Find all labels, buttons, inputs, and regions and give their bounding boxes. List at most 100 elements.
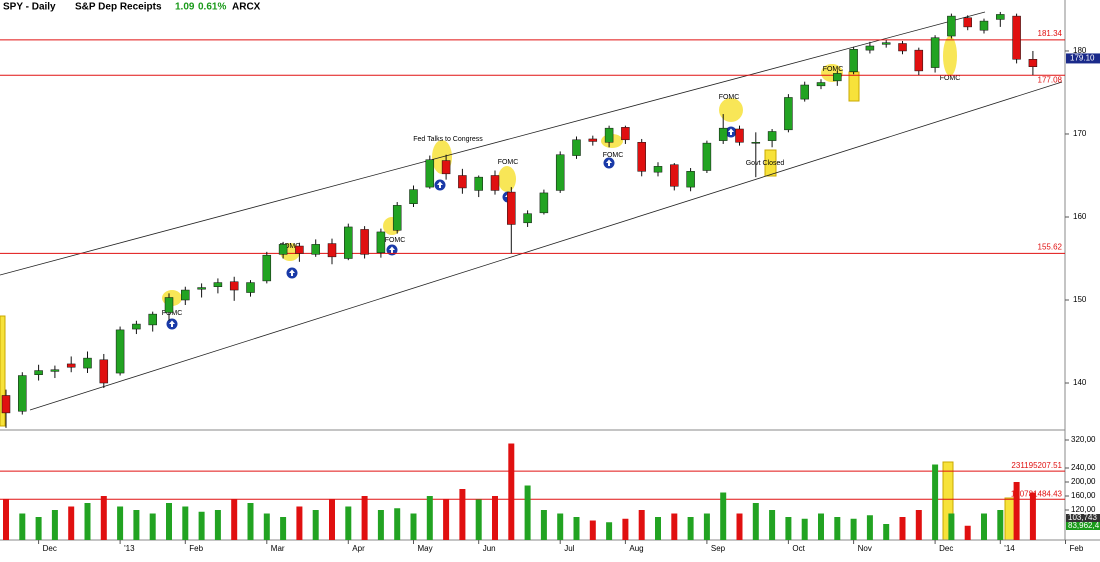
candle-body xyxy=(115,329,125,374)
volume-bar xyxy=(606,522,613,540)
volume-bar xyxy=(703,513,710,540)
candle-body xyxy=(947,15,956,37)
volume-bar xyxy=(198,511,205,540)
volume-bar xyxy=(785,517,792,540)
candle-body xyxy=(914,49,924,72)
annotation: FOMC xyxy=(498,159,519,166)
candle-body xyxy=(898,43,907,52)
signal-arrow-glyph xyxy=(389,246,395,253)
volume-bar xyxy=(720,492,727,540)
volume-bar xyxy=(68,506,75,540)
volume-marker: 83,962,4 xyxy=(1068,521,1100,530)
x-tick-label: Feb xyxy=(1070,544,1084,553)
volume-bar xyxy=(231,499,238,540)
volume-bar xyxy=(35,517,42,540)
signal-arrow-glyph xyxy=(437,181,443,188)
candle-body xyxy=(376,231,386,253)
volume-bar xyxy=(296,506,303,540)
candle-body xyxy=(996,14,1005,20)
signal-arrow-glyph xyxy=(169,320,175,327)
volume-bar xyxy=(932,464,939,540)
candle-body xyxy=(881,42,891,45)
x-tick-label: Jun xyxy=(483,544,496,553)
candle-body xyxy=(83,357,92,369)
volume-level-label: 150781484.43 xyxy=(1011,489,1063,498)
x-tick-label: '14 xyxy=(1004,544,1015,553)
volume-bar xyxy=(3,499,9,540)
x-tick-label: Dec xyxy=(939,544,953,553)
volume-bar xyxy=(443,499,450,540)
volume-bar xyxy=(1013,482,1020,540)
last-price-box xyxy=(1066,53,1100,64)
candle-body xyxy=(865,45,875,51)
highlight xyxy=(848,71,860,102)
candle-body xyxy=(718,127,728,141)
candle-body xyxy=(66,363,76,368)
volume-bar xyxy=(492,496,498,540)
annotation: FOMC xyxy=(823,66,844,73)
volume-bar xyxy=(1029,492,1036,540)
candle-body xyxy=(327,243,337,258)
candle-body xyxy=(653,166,663,173)
candle-body xyxy=(816,82,826,87)
annotation: FOMC xyxy=(385,237,406,244)
x-tick-label: Apr xyxy=(352,544,365,553)
x-tick-label: '13 xyxy=(124,544,135,553)
candle-body xyxy=(686,171,695,188)
candle-body xyxy=(278,244,288,255)
candle-body xyxy=(295,245,304,254)
volume-bar xyxy=(573,517,580,540)
last-price-label: 179.10 xyxy=(1070,54,1095,63)
volume-marker-box xyxy=(1066,514,1100,522)
candle-body xyxy=(392,205,402,231)
volume-bar xyxy=(981,513,987,540)
volume-bar xyxy=(638,510,645,540)
highlight xyxy=(719,98,743,122)
annotation: FOMC xyxy=(940,75,961,82)
candle-body xyxy=(490,175,500,191)
change: 1.09 xyxy=(175,2,195,13)
volume-bar xyxy=(769,510,776,540)
signals xyxy=(166,126,737,330)
volume-bar xyxy=(866,515,873,540)
x-tick-label: Mar xyxy=(271,544,285,553)
candle-body xyxy=(99,359,109,384)
volume-tick-label: 200,00 xyxy=(1071,477,1096,486)
volume-bar xyxy=(312,510,319,540)
signal-arrow-glyph xyxy=(606,159,612,166)
x-tick-label: Sep xyxy=(711,544,726,553)
volume-bar xyxy=(394,508,401,540)
candle-body xyxy=(930,37,940,68)
annotation: Govt Closed xyxy=(746,160,785,167)
candle-body xyxy=(539,192,549,214)
candle-body xyxy=(441,160,451,175)
change-pct: 0.61% xyxy=(198,2,226,13)
volume-tick-label: 320,00 xyxy=(1071,435,1096,444)
volume-bar xyxy=(736,513,743,540)
volume-level-label: 231195207.51 xyxy=(1011,461,1062,470)
volume-bar xyxy=(997,510,1004,540)
candle-body xyxy=(474,176,483,191)
candle-body xyxy=(507,191,516,225)
annotation: Fed Talks to Congress xyxy=(413,136,483,143)
candle-body xyxy=(1012,15,1021,60)
volume-bar xyxy=(361,496,368,540)
candle-body xyxy=(784,97,793,131)
volume-bar xyxy=(100,496,107,540)
trendlines xyxy=(0,11,1063,411)
volume-bar xyxy=(752,503,759,540)
candle-body xyxy=(148,313,157,326)
candle-body xyxy=(132,323,141,330)
candle-body xyxy=(588,138,598,142)
x-tick-label: Oct xyxy=(792,544,805,553)
volume-bar xyxy=(182,506,189,540)
candle-body xyxy=(702,142,712,171)
volume-bar xyxy=(801,518,808,540)
volume-bar xyxy=(280,517,287,540)
candle-body xyxy=(50,369,60,372)
candle-body xyxy=(181,289,190,301)
candle-body xyxy=(751,142,761,144)
volume-bar xyxy=(964,525,971,540)
x-tick-label: Aug xyxy=(629,544,643,553)
y-tick-label: 160 xyxy=(1073,212,1087,221)
